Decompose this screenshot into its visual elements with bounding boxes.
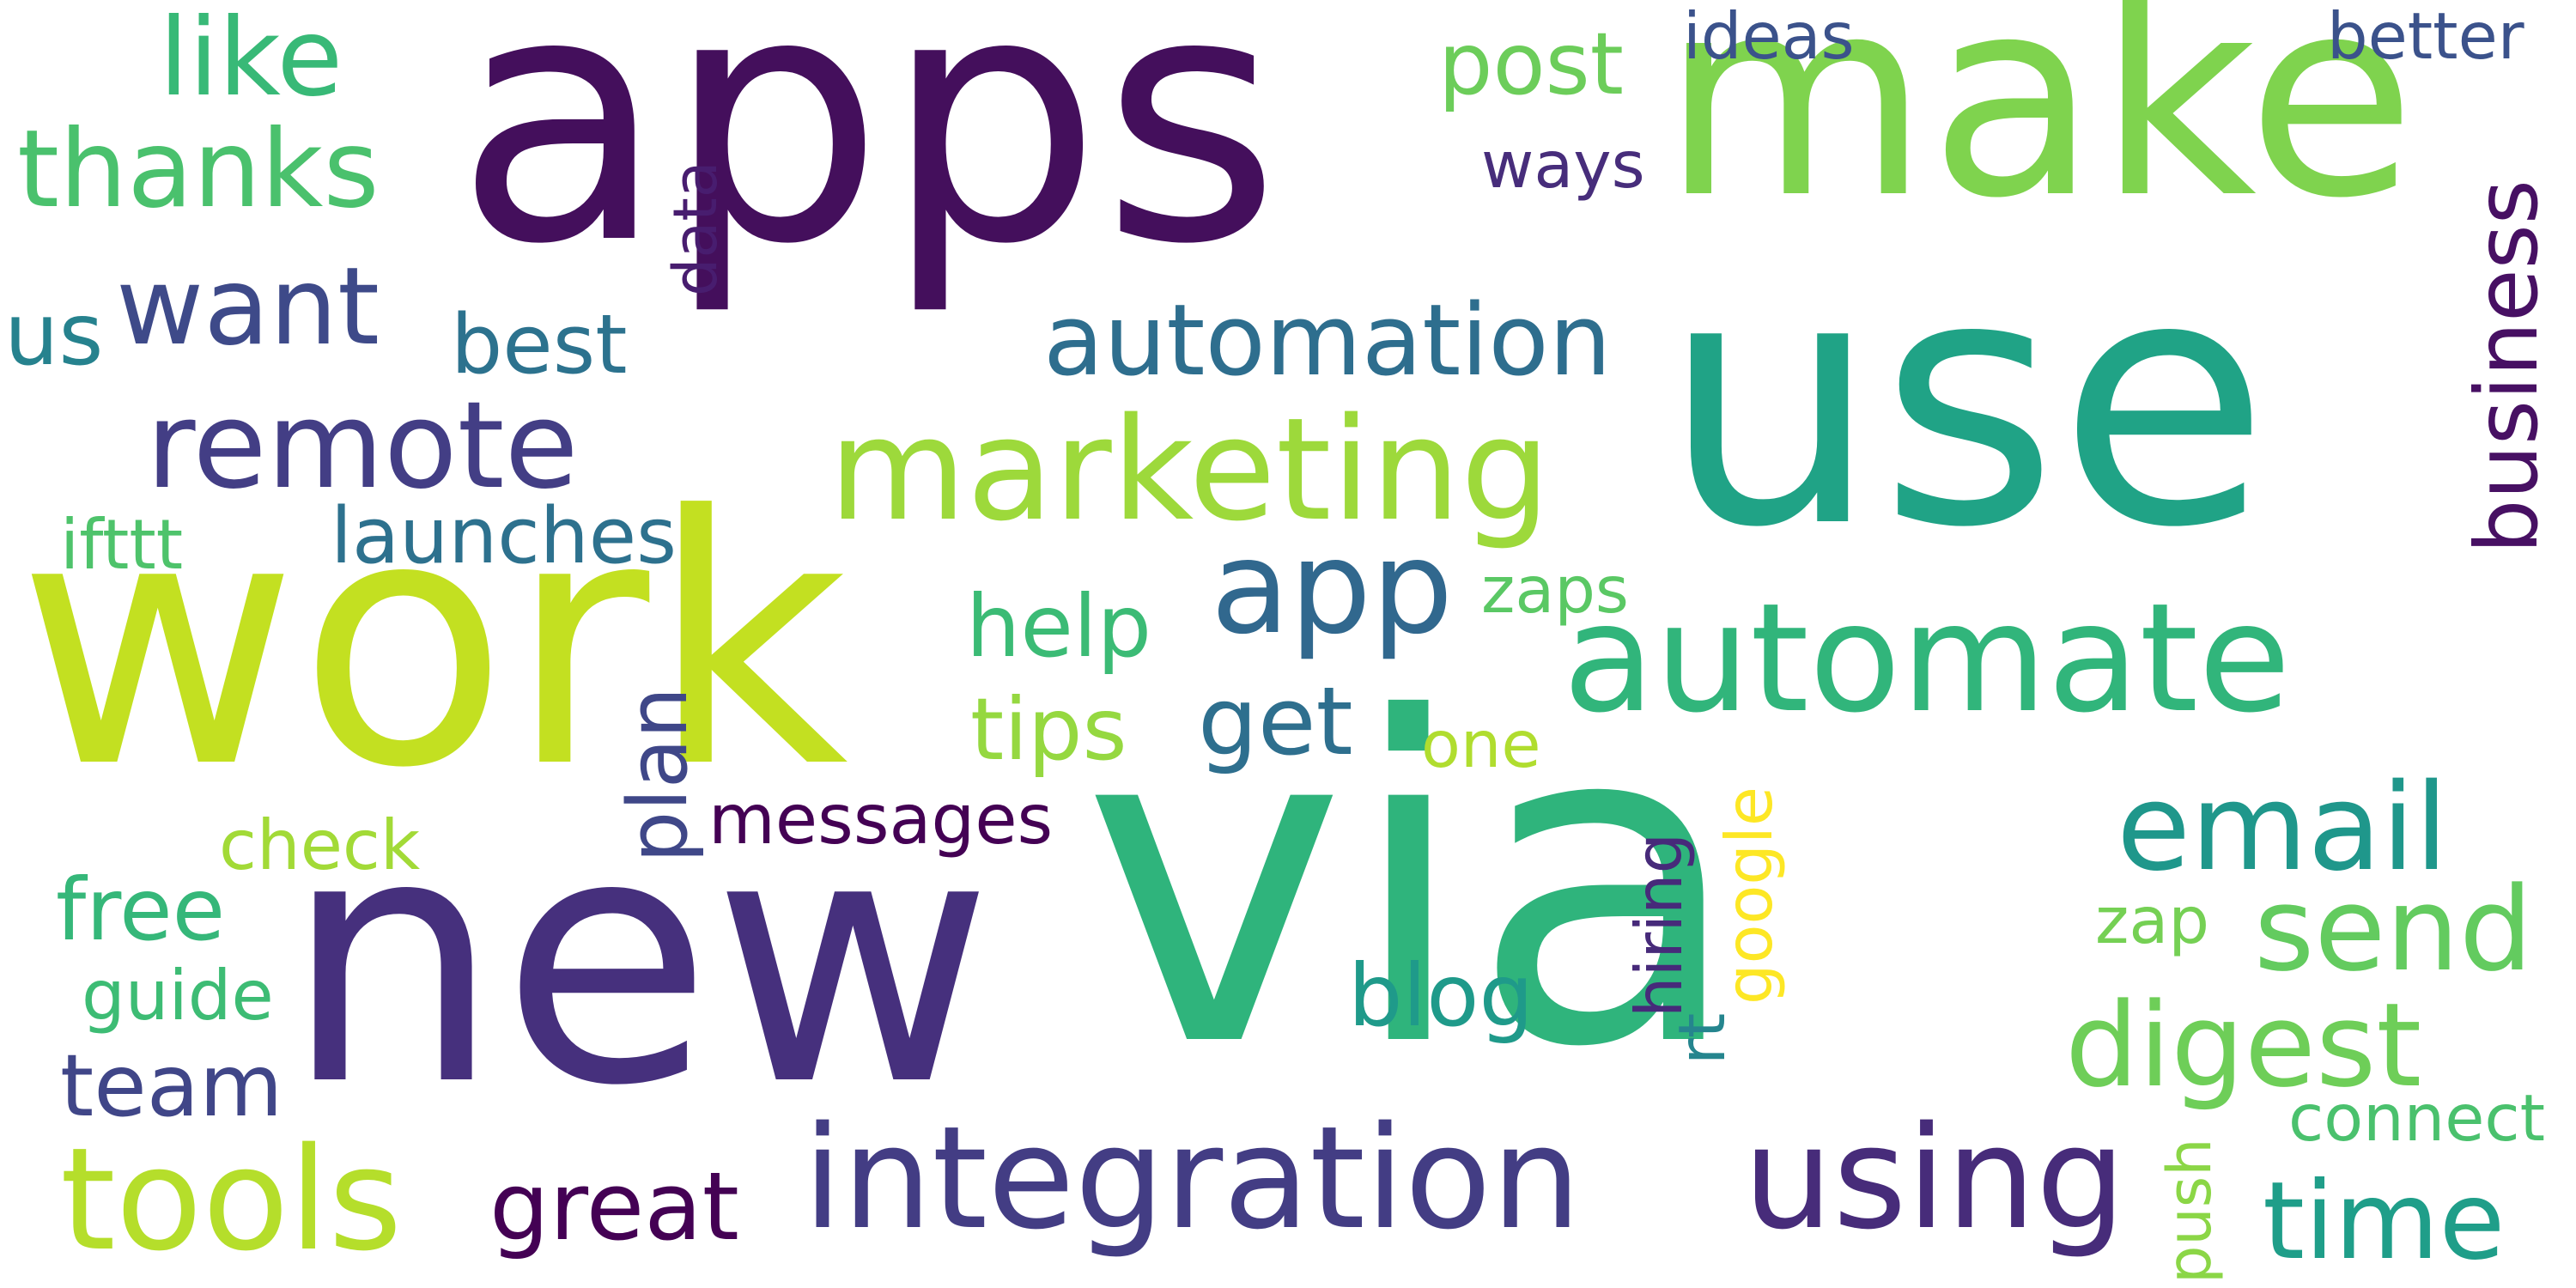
word-new: new (283, 762, 993, 1161)
word-using: using (1743, 1096, 2126, 1261)
word-best: best (451, 298, 628, 392)
word-ideas: ideas (1683, 0, 1855, 74)
word-free: free (56, 860, 226, 960)
word-automate: automate (1563, 572, 2291, 746)
word-integration: integration (803, 1096, 1582, 1261)
word-plan: plan (611, 686, 706, 863)
word-app: app (1211, 513, 1454, 663)
word-team: team (60, 1036, 283, 1136)
word-marketing: marketing (829, 387, 1551, 552)
word-make: make (1662, 0, 2416, 258)
word-google: google (1711, 787, 1787, 1005)
word-messages: messages (708, 780, 1054, 860)
word-business: business (2457, 179, 2557, 554)
word-send: send (2254, 862, 2533, 997)
word-help: help (966, 576, 1152, 677)
word-time: time (2263, 1159, 2506, 1284)
word-remote: remote (146, 376, 579, 516)
word-thanks: thanks (17, 107, 380, 232)
word-like: like (159, 0, 343, 120)
word-connect: connect (2288, 1080, 2545, 1156)
word-push: push (2154, 1138, 2225, 1284)
word-rt: rt (1664, 1012, 1740, 1065)
word-zaps: zaps (1481, 552, 1630, 628)
word-one: one (1421, 707, 1541, 782)
word-use: use (1662, 204, 2270, 603)
word-via: via (1082, 624, 1744, 1145)
word-post: post (1438, 14, 1624, 114)
word-get: get (1198, 666, 1353, 776)
word-tips: tips (970, 679, 1127, 780)
word-email: email (2117, 758, 2449, 898)
word-want: want (116, 245, 380, 369)
word-us: us (4, 284, 104, 385)
word-blog: blog (1348, 945, 1534, 1046)
word-apps: apps (455, 0, 1281, 319)
word-ways: ways (1481, 127, 1645, 203)
word-great: great (489, 1151, 739, 1261)
word-digest: digest (2065, 978, 2422, 1113)
word-zap: zap (2095, 883, 2209, 958)
word-guide: guide (82, 956, 274, 1036)
word-work: work (17, 444, 848, 843)
word-hiring: hiring (1621, 832, 1697, 1018)
word-automation: automation (1043, 283, 1612, 398)
word-launches: launches (331, 491, 677, 581)
word-better: better (2327, 0, 2524, 74)
word-ifttt: ifttt (60, 505, 184, 585)
word-check: check (219, 805, 421, 885)
word-tools: tools (60, 1117, 403, 1282)
word-data: data (660, 161, 731, 296)
